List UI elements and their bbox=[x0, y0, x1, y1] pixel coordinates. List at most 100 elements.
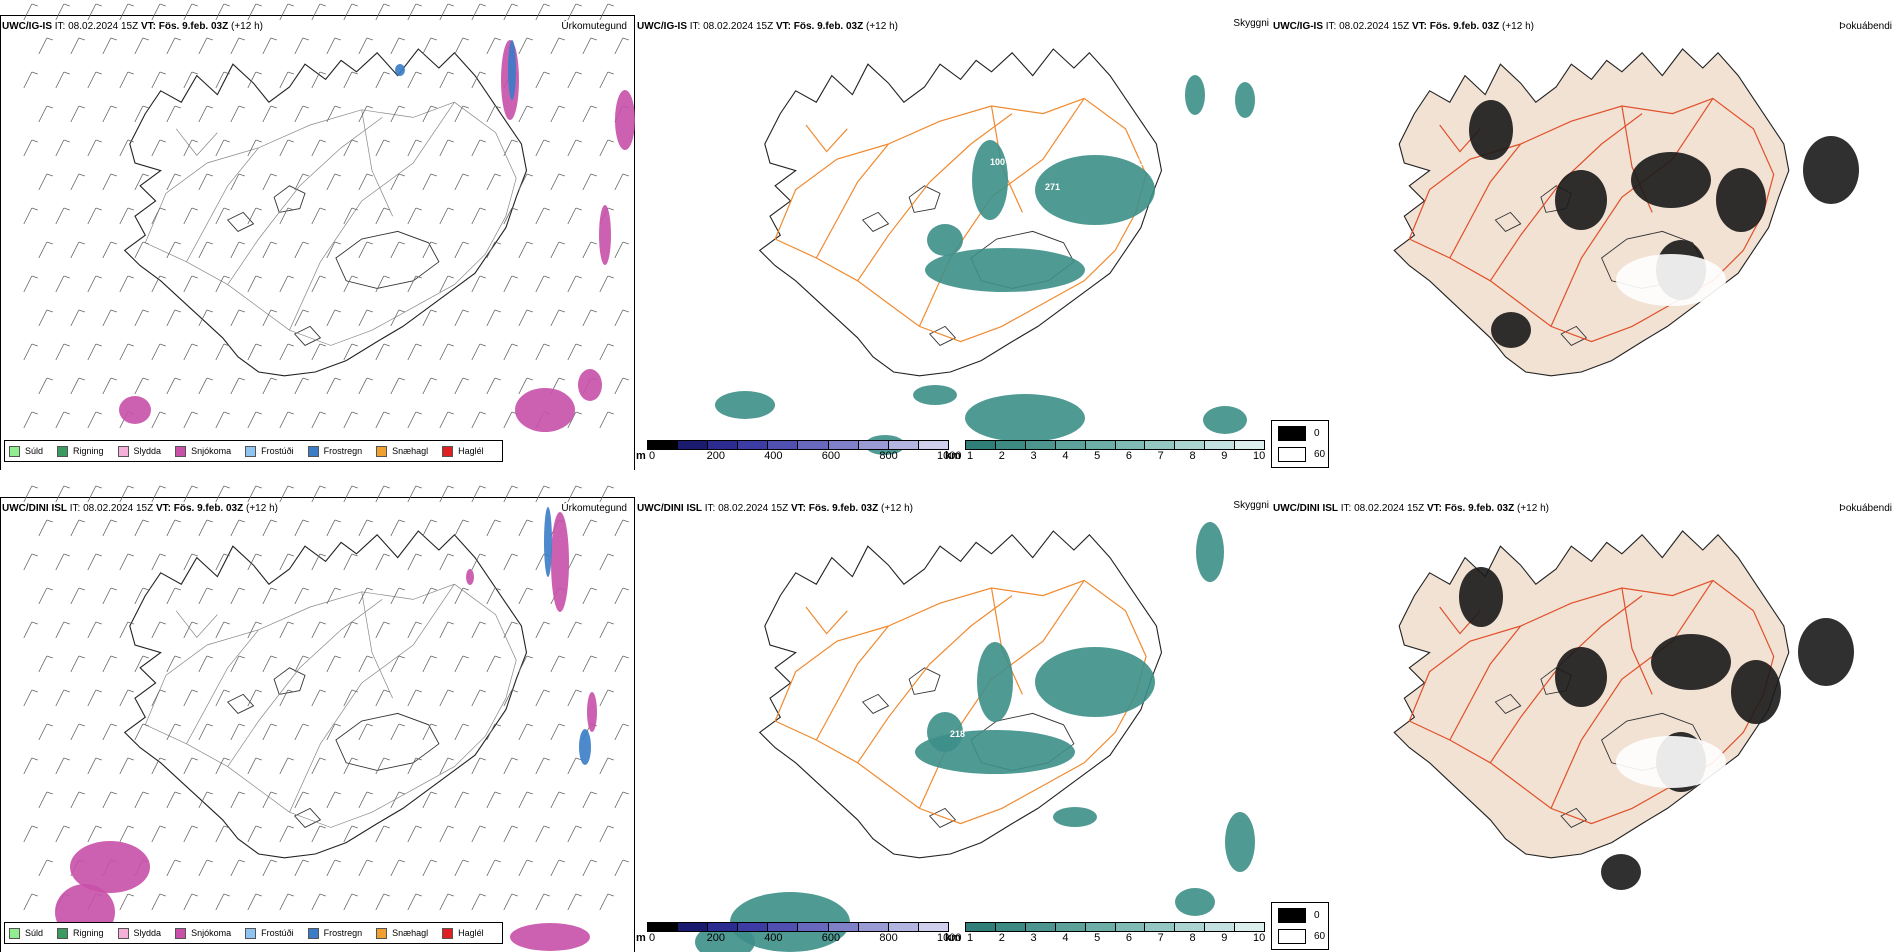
wind-barb bbox=[583, 520, 597, 536]
wind-barb bbox=[423, 860, 437, 876]
wind-barb bbox=[423, 792, 437, 808]
wind-barb bbox=[455, 310, 469, 326]
wind-barb bbox=[600, 826, 614, 842]
legend-item: Rigning bbox=[57, 446, 104, 457]
wind-barb bbox=[152, 412, 166, 428]
colorbar-cell bbox=[1116, 923, 1146, 931]
legend-item: Snæhagl bbox=[376, 928, 428, 939]
wind-barb bbox=[536, 894, 550, 910]
wind-barb bbox=[359, 378, 373, 394]
wind-barb bbox=[39, 38, 53, 54]
wind-barb bbox=[504, 4, 518, 20]
height-label: 271 bbox=[1045, 182, 1060, 192]
colorbar-cell bbox=[1116, 441, 1146, 449]
wind-barb bbox=[568, 208, 582, 224]
wind-barb bbox=[88, 72, 102, 88]
wind-barb bbox=[536, 344, 550, 360]
colorbar-cell bbox=[1026, 923, 1056, 931]
wind-barb bbox=[88, 208, 102, 224]
snow-area bbox=[599, 205, 611, 265]
iceland-coastline bbox=[125, 49, 527, 376]
header-vt-label: VT: bbox=[791, 503, 806, 514]
legend-label: Súld bbox=[25, 928, 43, 938]
wind-barb bbox=[504, 554, 518, 570]
wind-barb bbox=[376, 894, 390, 910]
header-it-label: IT: bbox=[1326, 21, 1337, 32]
wind-barb bbox=[39, 310, 53, 326]
legend-swatch bbox=[57, 446, 68, 457]
colorbar-cell bbox=[648, 923, 678, 931]
wind-barb bbox=[536, 72, 550, 88]
colorbar-cell bbox=[889, 923, 919, 931]
wind-barb bbox=[536, 758, 550, 774]
panel-header: UWC/IG-IS IT: 08.02.2024 15Z VT: Fös. 9.… bbox=[1273, 21, 1534, 32]
panel-header: UWC/DINI ISL IT: 08.02.2024 15Z VT: Fös.… bbox=[2, 503, 278, 514]
wind-barb bbox=[39, 378, 53, 394]
wind-barb bbox=[280, 486, 294, 502]
fog-legend-swatch bbox=[1278, 447, 1306, 462]
wind-barb bbox=[167, 520, 181, 536]
precip-type-panel: UWC/IG-IS IT: 08.02.2024 15Z VT: Fös. 9.… bbox=[0, 0, 635, 470]
legend-label: Frostregn bbox=[324, 446, 363, 456]
colorbar-tick: 200 bbox=[707, 450, 725, 462]
wind-barb bbox=[344, 4, 358, 20]
header-vt-label: VT: bbox=[1412, 21, 1427, 32]
wind-barb bbox=[280, 894, 294, 910]
wind-barb bbox=[583, 106, 597, 122]
wind-barb bbox=[504, 486, 518, 502]
precip-type-panel: UWC/DINI ISL IT: 08.02.2024 15Z VT: Fös.… bbox=[0, 482, 635, 952]
header-model: UWC/IG-IS bbox=[2, 21, 52, 32]
colorbar-cell bbox=[829, 923, 859, 931]
fog-legend-swatch bbox=[1278, 929, 1306, 944]
wind-barb bbox=[583, 860, 597, 876]
wind-barb bbox=[39, 106, 53, 122]
wind-barb bbox=[24, 622, 38, 638]
low-visibility-area bbox=[977, 642, 1013, 722]
wind-barb bbox=[167, 378, 181, 394]
colorbar-tick: 0 bbox=[649, 932, 655, 944]
wind-barb bbox=[88, 140, 102, 156]
wind-barb bbox=[600, 622, 614, 638]
wind-barb bbox=[167, 38, 181, 54]
low-visibility-area bbox=[715, 391, 775, 419]
wind-barb bbox=[120, 208, 134, 224]
wind-barb bbox=[327, 378, 341, 394]
colorbar-cell bbox=[996, 441, 1026, 449]
wind-barb bbox=[120, 486, 134, 502]
wind-barb bbox=[551, 724, 565, 740]
wind-barb bbox=[103, 724, 117, 740]
wind-barb bbox=[152, 486, 166, 502]
wind-barb bbox=[359, 520, 373, 536]
wind-barb bbox=[472, 486, 486, 502]
wind-barb bbox=[568, 894, 582, 910]
wind-barb bbox=[519, 310, 533, 326]
legend-swatch bbox=[308, 928, 319, 939]
wind-barb bbox=[568, 826, 582, 842]
low-visibility-area bbox=[1235, 82, 1255, 118]
legend-item: Súld bbox=[9, 928, 43, 939]
wind-barb bbox=[440, 826, 454, 842]
panel-title: Þokuábendi bbox=[1839, 503, 1892, 514]
wind-barb bbox=[536, 140, 550, 156]
wind-barb bbox=[295, 378, 309, 394]
fog-area bbox=[1601, 854, 1641, 890]
wind-barb bbox=[263, 378, 277, 394]
wind-barb bbox=[248, 486, 262, 502]
wind-barb bbox=[103, 588, 117, 604]
wind-barb bbox=[71, 310, 85, 326]
colorbar-tick: 7 bbox=[1158, 932, 1164, 944]
low-visibility-area bbox=[1185, 75, 1205, 115]
fog-area bbox=[1631, 152, 1711, 208]
header-lead: (+12 h) bbox=[1517, 503, 1549, 514]
header-it: 08.02.2024 15Z bbox=[718, 503, 788, 514]
snow-area bbox=[615, 90, 635, 150]
wind-barb bbox=[600, 276, 614, 292]
legend-label: Haglél bbox=[458, 928, 484, 938]
header-model: UWC/IG-IS bbox=[637, 21, 687, 32]
wind-barb bbox=[135, 310, 149, 326]
legend-label: Haglél bbox=[458, 446, 484, 456]
legend-item: Slydda bbox=[118, 928, 162, 939]
wind-barb bbox=[71, 38, 85, 54]
